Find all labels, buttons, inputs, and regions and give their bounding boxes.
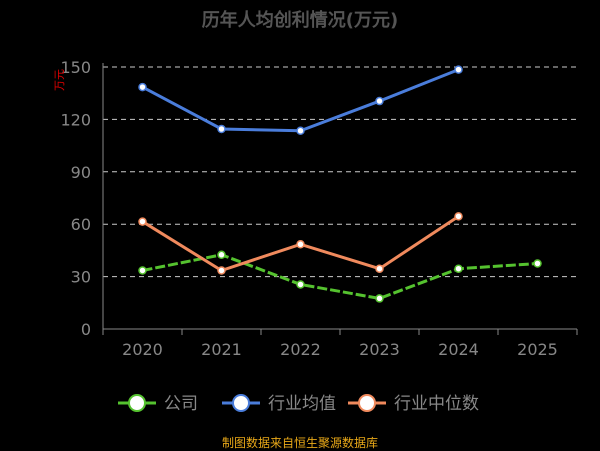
grid-lines	[103, 66, 577, 278]
y-tick-label: 90	[71, 163, 91, 182]
legend-marker-icon	[358, 394, 376, 412]
chart-title: 历年人均创利情况(万元)	[201, 10, 399, 31]
series-line	[141, 68, 460, 133]
legend-item-1[interactable]: 行业均值	[222, 394, 336, 414]
legend-item-0[interactable]: 公司	[118, 394, 198, 414]
y-tick-label: 150	[60, 58, 91, 77]
data-point	[138, 266, 147, 275]
data-point	[296, 280, 305, 289]
legend-label: 行业均值	[268, 394, 336, 414]
x-tick-label: 2025	[517, 340, 558, 359]
x-tick-label: 2023	[359, 340, 400, 359]
x-tick-label: 2024	[438, 340, 479, 359]
series-2	[138, 212, 463, 275]
data-point	[138, 82, 147, 92]
data-point	[217, 124, 226, 134]
legend[interactable]: 公司 行业均值 行业中位数	[118, 394, 479, 414]
x-tick-label: 2020	[122, 340, 163, 359]
x-tick-label: 2022	[280, 340, 321, 359]
data-point	[138, 217, 147, 226]
data-point	[296, 240, 305, 249]
data-point	[454, 264, 463, 273]
y-tick-label: 120	[60, 110, 91, 129]
data-point	[375, 264, 384, 273]
legend-marker-icon	[232, 394, 250, 412]
series-lines	[138, 65, 542, 303]
series-0	[138, 250, 542, 303]
data-point	[375, 294, 384, 303]
data-point	[533, 259, 542, 268]
legend-label: 行业中位数	[394, 394, 479, 414]
y-tick-label: 0	[81, 320, 91, 339]
series-1	[138, 65, 463, 136]
y-axis-unit-label: 万元	[53, 69, 66, 91]
data-point	[454, 65, 463, 74]
data-point	[217, 250, 226, 260]
y-tick-label: 30	[71, 268, 91, 287]
legend-marker-icon	[128, 394, 146, 412]
data-point	[454, 212, 463, 221]
legend-label: 公司	[164, 394, 198, 414]
legend-item-2[interactable]: 行业中位数	[348, 394, 479, 414]
y-tick-label: 60	[71, 215, 91, 234]
data-point	[217, 266, 226, 275]
data-point	[375, 96, 384, 106]
data-point	[296, 126, 305, 136]
x-tick-label: 2021	[201, 340, 242, 359]
series-line	[142, 253, 538, 300]
source-note: 制图数据来自恒生聚源数据库	[221, 436, 378, 450]
